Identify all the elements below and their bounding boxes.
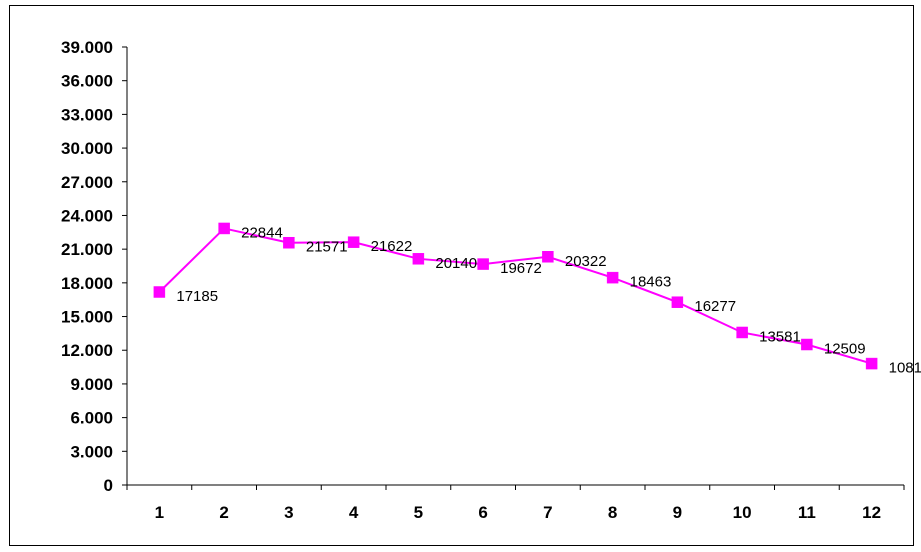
y-tick-label: 9.000 — [70, 375, 113, 394]
data-label: 20322 — [565, 253, 607, 270]
y-tick-label: 39.000 — [61, 38, 113, 57]
x-tick-label: 4 — [349, 503, 359, 522]
data-point-marker — [477, 258, 489, 270]
x-tick-label: 5 — [414, 503, 423, 522]
data-label: 10811 — [889, 360, 921, 377]
x-tick-label: 2 — [219, 503, 228, 522]
y-tick-label: 27.000 — [61, 173, 113, 192]
data-point-marker — [736, 326, 748, 339]
data-point-marker — [542, 251, 554, 263]
data-label: 13581 — [759, 328, 801, 345]
x-tick-label: 1 — [155, 503, 164, 522]
x-axis: 1 2 3 4 5 6 7 8 9 10 11 12 — [126, 484, 905, 522]
data-point-marker — [671, 296, 684, 308]
data-point-marker — [412, 253, 425, 265]
data-label: 22844 — [241, 224, 283, 241]
y-tick-label: 33.000 — [61, 105, 113, 124]
x-tick-label: 7 — [543, 503, 552, 522]
y-tick-label: 0 — [104, 476, 113, 495]
y-tick-label: 6.000 — [70, 409, 113, 428]
data-point-marker — [865, 357, 878, 370]
data-point-marker — [801, 338, 813, 351]
y-tick-label: 36.000 — [61, 72, 113, 91]
y-tick-label: 12.000 — [61, 341, 113, 360]
data-point-marker — [218, 222, 230, 235]
data-label-layer: 17185 22844 21571 21622 20140 19672 20322 18463… — [176, 224, 921, 376]
x-tick-label: 3 — [284, 503, 293, 522]
data-label: 17185 — [176, 288, 218, 305]
data-label: 18463 — [630, 274, 672, 291]
x-tick-label: 9 — [673, 503, 682, 522]
data-label: 19672 — [500, 260, 542, 277]
data-point-marker — [283, 236, 295, 249]
y-axis: 0 3.000 6.000 9.000 12.000 15.000 18.000 21.000… — [61, 38, 128, 495]
data-point-marker — [606, 271, 619, 284]
data-point-marker — [347, 236, 360, 248]
data-label: 21622 — [371, 238, 413, 255]
data-point-marker — [153, 286, 166, 298]
y-tick-label: 15.000 — [61, 308, 113, 327]
data-label: 12509 — [824, 341, 866, 358]
data-label: 21571 — [306, 239, 348, 256]
x-tick-label: 8 — [608, 503, 617, 522]
x-tick-label: 10 — [733, 503, 752, 522]
y-tick-label: 18.000 — [61, 274, 113, 293]
x-tick-label: 11 — [798, 503, 816, 522]
y-tick-label: 24.000 — [61, 206, 113, 225]
y-tick-label: 21.000 — [61, 240, 113, 259]
x-tick-label: 12 — [862, 503, 881, 522]
x-tick-label: 6 — [478, 503, 487, 522]
data-label: 20140 — [435, 255, 477, 272]
series-line — [158, 227, 872, 365]
chart-frame — [9, 5, 914, 546]
data-label: 16277 — [694, 298, 736, 315]
series-layer — [153, 222, 878, 370]
y-tick-label: 3.000 — [70, 442, 113, 461]
y-tick-label: 30.000 — [61, 139, 113, 158]
